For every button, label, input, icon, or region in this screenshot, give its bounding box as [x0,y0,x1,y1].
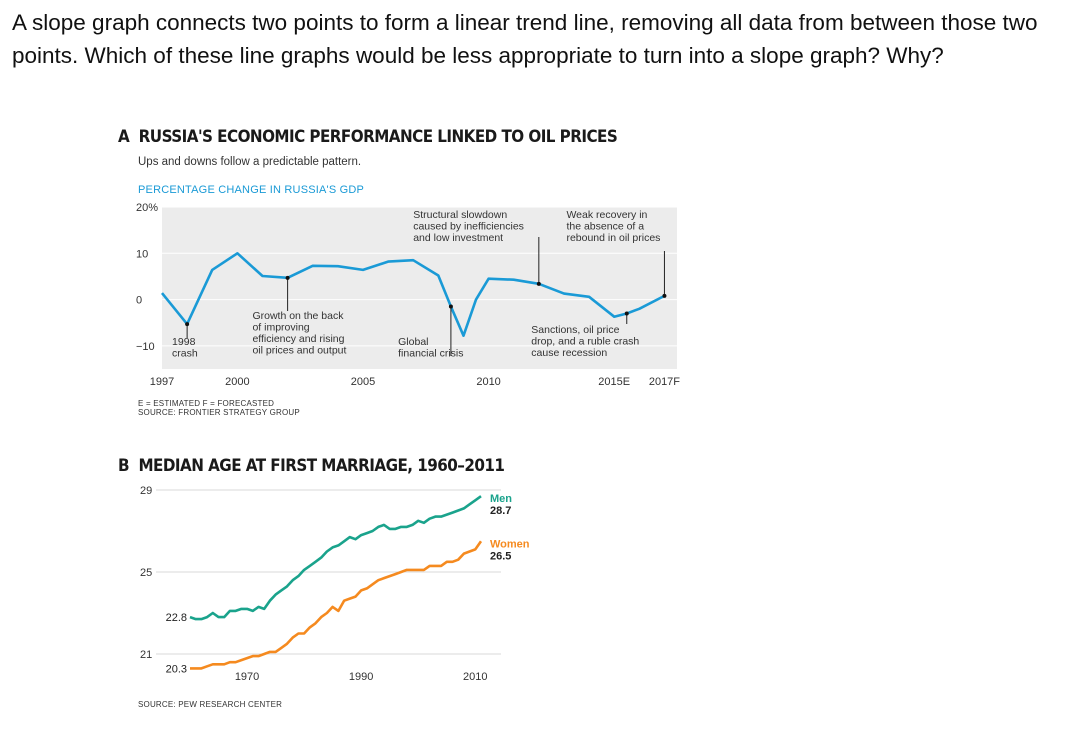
chart-b-title: B MEDIAN AGE AT FIRST MARRIAGE, 1960–201… [118,456,505,475]
chart-a-annotation-text: Structural slowdown [413,209,507,221]
chart-a-annotation-text: the absence of a [566,221,644,233]
chart-a-ylabel: PERCENTAGE CHANGE IN RUSSIA'S GDP [138,184,365,196]
chart-b-xtick-label: 1970 [235,671,259,683]
chart-a-xtick-label: 2000 [225,376,249,388]
chart-b-xtick-label: 2010 [463,671,487,683]
chart-a-annotation-dot [185,322,190,327]
chart-a-annotation-text: Growth on the back [252,310,344,322]
chart-a-subtitle: Ups and downs follow a predictable patte… [138,156,362,168]
chart-b-title-text: MEDIAN AGE AT FIRST MARRIAGE, 1960–2011 [138,456,505,475]
chart-b-men-start-label: 22.8 [166,612,187,624]
chart-a-annotation-text: and low investment [413,232,503,244]
chart-a-ytick-label: 20% [136,202,158,214]
chart-a-ytick-label: −10 [136,341,155,353]
chart-b-ytick-label: 21 [140,649,152,661]
chart-a-annotation-text: efficiency and rising [252,333,344,345]
chart-a-panel-bg [162,207,677,369]
chart-a-annotation-text: Global [398,336,428,348]
chart-b-xtick-label: 1990 [349,671,373,683]
chart-a-annotation-text: cause recession [531,347,607,359]
chart-a-annotation-dot [624,311,629,316]
chart-b-women-name-label: Women [490,538,530,550]
chart-a-footnote: E = ESTIMATED F = FORECASTED [138,399,275,408]
chart-a-ytick-label: 10 [136,248,148,260]
chart-b-letter: B [118,456,130,475]
chart-a-ytick-label: 0 [136,295,142,307]
chart-a-annotation-dot [285,275,290,280]
chart-a-xtick-label: 2017F [649,376,680,388]
chart-a-annotation-text: rebound in oil prices [566,232,660,244]
chart-b-men-line [189,495,482,621]
chart-a-annotation-text: Weak recovery in [566,209,647,221]
chart-a-annotation-text: financial crisis [398,348,463,360]
chart-a-annotation-text: caused by inefficiencies [413,221,524,233]
chart-b-women-line [190,540,483,670]
chart-a-annotation-dot [662,293,667,298]
chart-b-ytick-label: 25 [140,567,152,579]
chart-a-annotation-text: oil prices and output [252,345,346,357]
chart-b-men-name-label: Men [490,493,512,505]
chart-a-xtick-label: 2015E [598,376,630,388]
chart-b-ytick-label: 29 [140,485,152,497]
chart-b-men-end-label: 28.7 [490,505,511,517]
chart-a-letter: A [118,127,130,146]
chart-a-annotation-dot [536,281,541,286]
chart-a-title-text: RUSSIA'S ECONOMIC PERFORMANCE LINKED TO … [138,127,618,146]
chart-a-xtick-label: 2005 [351,376,375,388]
chart-a-annotation-text: Sanctions, oil price [531,324,619,336]
chart-a-source: SOURCE: FRONTIER STRATEGY GROUP [138,408,300,417]
chart-b-women-start-label: 20.3 [166,663,187,675]
chart-a-xtick-label: 1997 [150,376,174,388]
chart-a-annotation-dot [448,304,453,309]
chart-a-gdp-line [160,252,665,338]
chart-a-annotation-text: 1998 [172,336,196,348]
chart-b-source: SOURCE: PEW RESEARCH CENTER [138,700,283,709]
chart-b-women-end-label: 26.5 [490,550,511,562]
question-text: A slope graph connects two points to for… [12,10,1038,68]
chart-a-title: A RUSSIA'S ECONOMIC PERFORMANCE LINKED T… [118,127,618,146]
chart-a-annotation-text: drop, and a ruble crash [531,336,639,348]
chart-a-annotation-text: crash [172,348,198,360]
chart-a-annotation-text: of improving [252,322,309,334]
chart-a-xtick-label: 2010 [476,376,500,388]
